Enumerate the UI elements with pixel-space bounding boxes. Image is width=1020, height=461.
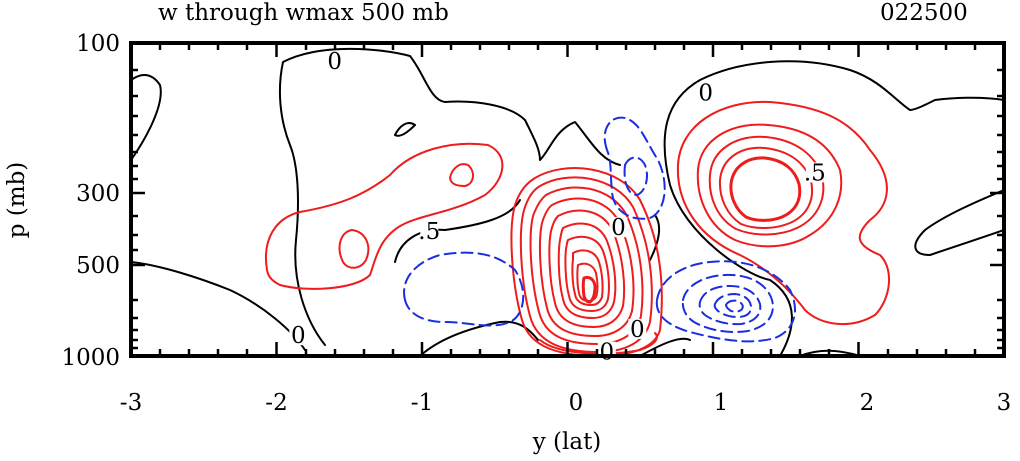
run-label: 022500 (880, 0, 968, 26)
contour-label: 0 (599, 340, 614, 366)
y-tick-label: 100 (76, 31, 120, 57)
contour-label: 0 (611, 215, 626, 241)
contour-label-bg (805, 162, 824, 183)
x-tick-label: -1 (411, 390, 433, 416)
contour-label-bg (289, 325, 308, 346)
contour-label: 0 (698, 81, 713, 107)
contour-label-bg (609, 217, 628, 238)
contour-label: 0 (327, 49, 342, 75)
y-tick-label: 1000 (61, 345, 120, 371)
x-tick-label: 3 (997, 390, 1012, 416)
contour-field (131, 47, 1004, 356)
contour-label: .5 (804, 160, 826, 186)
y-axis-label: p (mb) (4, 162, 30, 239)
x-axis-label: y (lat) (532, 429, 602, 455)
x-tick-label: 2 (860, 390, 875, 416)
contour-label-bg (420, 220, 439, 241)
contour-label-bg (696, 82, 715, 103)
y-tick-label: 300 (76, 181, 120, 207)
contour-label-bg (628, 318, 647, 339)
contour-label: .5 (418, 219, 440, 245)
x-tick-label: -2 (265, 390, 287, 416)
x-tick-label: -3 (120, 390, 142, 416)
plot-frame (129, 41, 1006, 358)
contour-label: 0 (291, 323, 306, 349)
y-tick-label: 500 (76, 253, 120, 279)
positive-contours (265, 100, 891, 356)
chart-title: w through wmax 500 mb (158, 0, 449, 26)
x-tick-label: 0 (569, 390, 584, 416)
contour-label: 0 (630, 317, 645, 343)
contour-label-bg (325, 51, 344, 72)
negative-contours (403, 116, 796, 343)
x-tick-label: 1 (714, 390, 729, 416)
zero-contours (131, 47, 1004, 356)
